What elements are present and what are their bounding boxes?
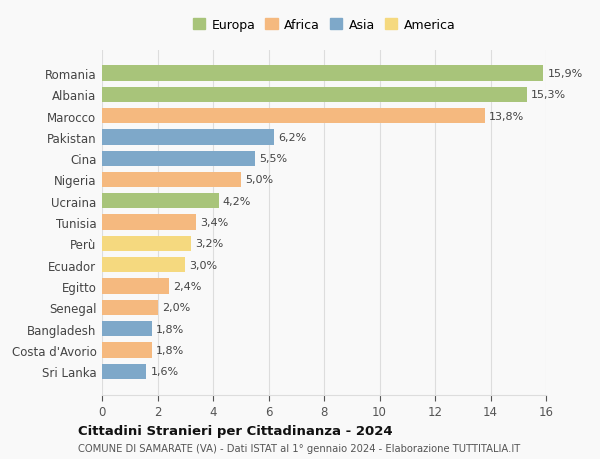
Bar bbox=[102, 279, 169, 294]
Bar bbox=[102, 173, 241, 188]
Bar bbox=[102, 236, 191, 252]
Text: COMUNE DI SAMARATE (VA) - Dati ISTAT al 1° gennaio 2024 - Elaborazione TUTTITALI: COMUNE DI SAMARATE (VA) - Dati ISTAT al … bbox=[78, 443, 520, 453]
Text: 2,4%: 2,4% bbox=[173, 281, 201, 291]
Text: 3,4%: 3,4% bbox=[200, 218, 229, 228]
Text: 5,0%: 5,0% bbox=[245, 175, 273, 185]
Text: 15,9%: 15,9% bbox=[547, 69, 583, 79]
Text: 3,2%: 3,2% bbox=[195, 239, 223, 249]
Bar bbox=[102, 364, 146, 379]
Bar bbox=[102, 130, 274, 145]
Bar bbox=[102, 194, 218, 209]
Bar bbox=[102, 321, 152, 336]
Text: 4,2%: 4,2% bbox=[223, 196, 251, 207]
Text: Cittadini Stranieri per Cittadinanza - 2024: Cittadini Stranieri per Cittadinanza - 2… bbox=[78, 424, 392, 437]
Legend: Europa, Africa, Asia, America: Europa, Africa, Asia, America bbox=[193, 19, 455, 32]
Text: 2,0%: 2,0% bbox=[161, 302, 190, 313]
Text: 1,8%: 1,8% bbox=[156, 345, 184, 355]
Bar bbox=[102, 66, 543, 81]
Text: 3,0%: 3,0% bbox=[190, 260, 218, 270]
Text: 6,2%: 6,2% bbox=[278, 133, 307, 143]
Bar bbox=[102, 342, 152, 358]
Text: 1,6%: 1,6% bbox=[151, 366, 179, 376]
Bar bbox=[102, 151, 254, 167]
Text: 15,3%: 15,3% bbox=[531, 90, 566, 100]
Bar bbox=[102, 300, 157, 315]
Bar bbox=[102, 257, 185, 273]
Text: 13,8%: 13,8% bbox=[489, 112, 524, 121]
Text: 1,8%: 1,8% bbox=[156, 324, 184, 334]
Bar bbox=[102, 215, 196, 230]
Bar bbox=[102, 87, 527, 103]
Bar bbox=[102, 109, 485, 124]
Text: 5,5%: 5,5% bbox=[259, 154, 287, 164]
